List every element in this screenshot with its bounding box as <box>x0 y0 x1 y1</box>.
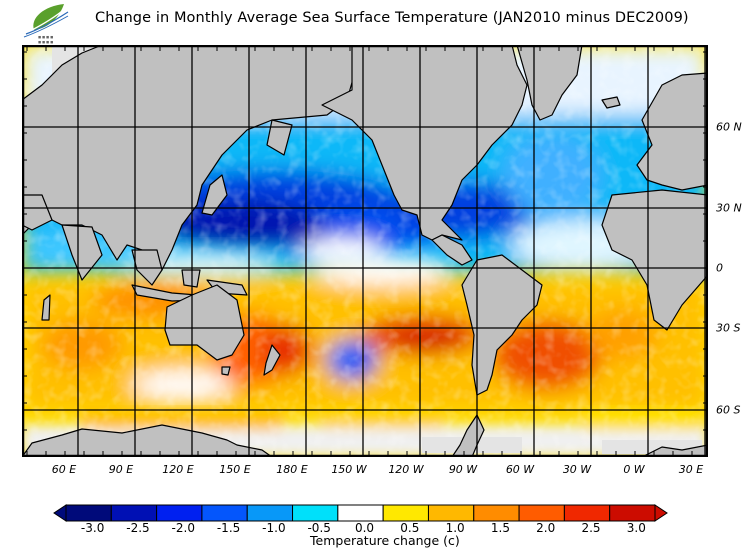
longitude-label: 120 E <box>162 463 194 476</box>
latitude-label: 0 <box>716 261 723 275</box>
colorbar-tick-label: 0.0 <box>354 521 375 535</box>
map-frame <box>22 45 708 457</box>
longitude-label: 120 W <box>388 463 424 476</box>
longitude-label: 60 W <box>505 463 535 476</box>
colorbar-segment <box>473 504 520 522</box>
colorbar-tick-label: -0.5 <box>307 521 331 535</box>
longitude-label: 30 E <box>678 463 704 476</box>
colorbar-tick-label: -2.5 <box>126 521 150 535</box>
colorbar-label: Temperature change (c) <box>310 533 460 548</box>
colorbar-tick-label: 1.0 <box>445 521 465 535</box>
svg-text:■ ■ ■ ■: ■ ■ ■ ■ <box>38 40 53 44</box>
longitude-label: 90 W <box>448 463 478 476</box>
colorbar-segment <box>563 504 611 522</box>
colorbar-segment <box>382 504 429 522</box>
colorbar-segment <box>65 504 112 522</box>
colorbar <box>53 504 668 522</box>
colorbar-segment <box>337 504 384 522</box>
latitude-label: 60 S <box>716 403 741 417</box>
leaf-wave-logo: ■ ■ ■ ■ ■ ■ ■ ■ <box>23 4 69 44</box>
colorbar-segment <box>518 504 565 522</box>
longitude-label: 0 W <box>623 463 645 476</box>
colorbar-segment <box>110 504 158 522</box>
colorbar-tick-label: -1.0 <box>262 521 286 535</box>
colorbar-tick-label: -3.0 <box>80 521 105 535</box>
chart-title: Change in Monthly Average Sea Surface Te… <box>95 10 689 26</box>
latitude-label: 30 S <box>716 321 741 335</box>
colorbar-segment <box>156 504 203 522</box>
colorbar-segment <box>609 504 656 522</box>
colorbar-tick-label: -1.5 <box>216 521 241 535</box>
colorbar-tick-label: 2.0 <box>536 521 556 535</box>
colorbar-under-arrow <box>53 504 67 522</box>
latitude-label: 30 N <box>716 201 742 215</box>
longitude-label: 60 E <box>51 463 77 476</box>
longitude-label: 30 W <box>562 463 592 476</box>
colorbar-segment <box>201 504 248 522</box>
colorbar-tick-label: 2.5 <box>581 521 601 535</box>
colorbar-tick-label: -2.0 <box>171 521 195 535</box>
colorbar-over-arrow <box>654 504 668 522</box>
svg-text:■ ■ ■ ■: ■ ■ ■ ■ <box>38 35 53 39</box>
longitude-label: 180 E <box>276 463 308 476</box>
colorbar-segment <box>427 504 475 522</box>
latitude-label: 60 N <box>716 120 742 134</box>
colorbar-segment <box>292 504 339 522</box>
longitude-label: 90 E <box>108 463 134 476</box>
colorbar-tick-label: 1.5 <box>490 521 510 535</box>
colorbar-tick-label: 0.5 <box>400 521 420 535</box>
colorbar-segment <box>246 504 294 522</box>
longitude-label: 150 E <box>219 463 251 476</box>
land-masses <box>22 45 708 457</box>
sst-map <box>22 45 708 457</box>
colorbar-tick-label: 3.0 <box>626 521 646 535</box>
longitude-label: 150 W <box>331 463 367 476</box>
